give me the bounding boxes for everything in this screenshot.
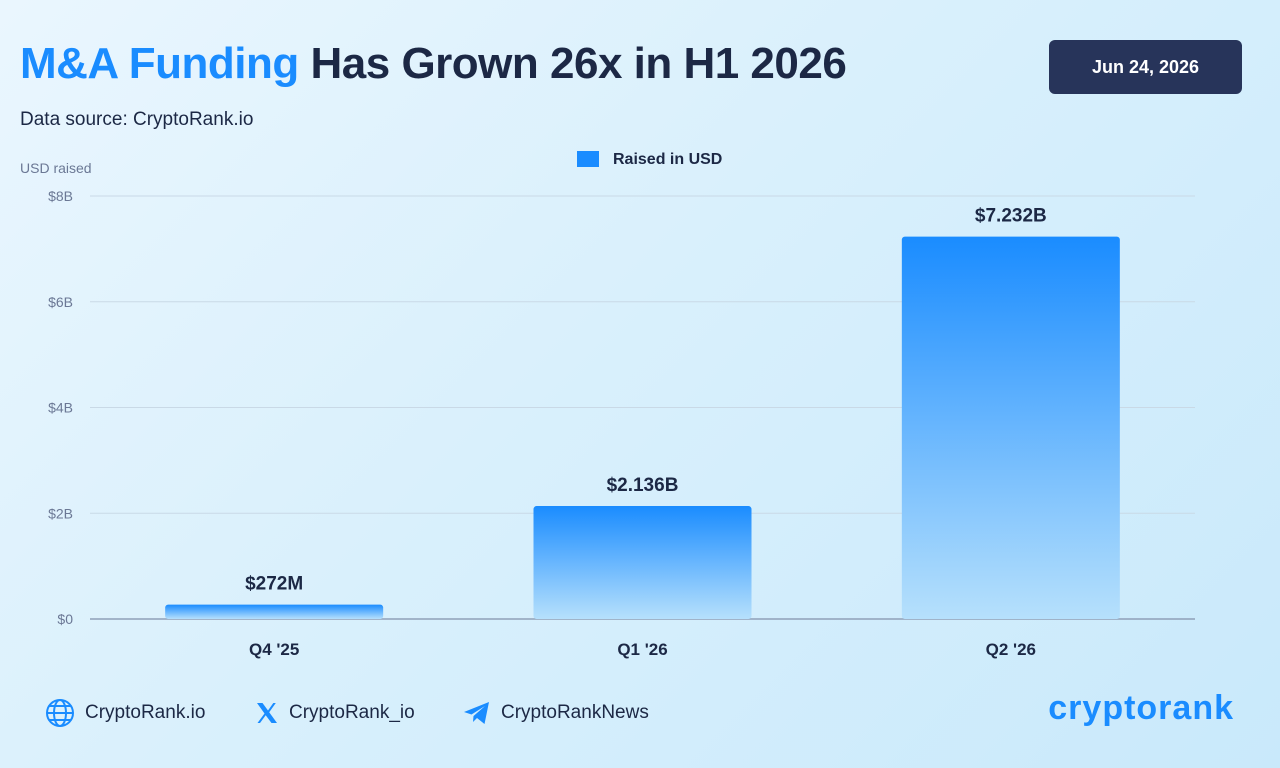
bar [533, 506, 752, 619]
y-tick-label: $4B [48, 400, 73, 416]
footer-telegram[interactable]: CryptoRankNews [463, 698, 649, 728]
date-badge: Jun 24, 2026 [1049, 40, 1242, 94]
y-tick-label: $2B [48, 505, 73, 521]
y-tick-label: $6B [48, 294, 73, 310]
data-source-label: Data source: CryptoRank.io [20, 109, 254, 130]
x-tick-label: Q4 '25 [249, 640, 299, 659]
title-highlight: M&A Funding [20, 39, 299, 88]
y-tick-label: $0 [57, 611, 73, 627]
bar-value-label: $272M [245, 574, 303, 595]
footer-website-label: CryptoRank.io [85, 702, 206, 723]
bar-value-label: $2.136B [607, 475, 679, 496]
bar-value-label: $7.232B [975, 206, 1047, 227]
legend: Raised in USD [577, 151, 722, 168]
x-tick-label: Q1 '26 [617, 640, 667, 659]
footer-website[interactable]: CryptoRank.io [45, 698, 205, 728]
y-axis-label: USD raised [20, 160, 92, 176]
bar [901, 236, 1120, 619]
footer-telegram-label: CryptoRankNews [501, 702, 649, 723]
legend-swatch [577, 151, 599, 167]
legend-label: Raised in USD [613, 151, 722, 168]
y-tick-label: $8B [48, 188, 73, 204]
title-rest: Has Grown 26x in H1 2026 [298, 39, 847, 88]
bar [165, 604, 384, 619]
x-tick-label: Q2 '26 [986, 640, 1036, 659]
bar-chart: USD raised Raised in USD $0$2B$4B$6B$8B … [20, 151, 1195, 659]
cryptorank-logo: cryptorank [1048, 689, 1234, 727]
footer-x[interactable]: CryptoRank_io [255, 698, 415, 728]
telegram-icon [464, 702, 489, 724]
chart-title: M&A Funding Has Grown 26x in H1 2026 [20, 38, 847, 91]
globe-icon [46, 699, 74, 727]
x-icon [257, 703, 277, 723]
footer-x-label: CryptoRank_io [289, 702, 415, 723]
